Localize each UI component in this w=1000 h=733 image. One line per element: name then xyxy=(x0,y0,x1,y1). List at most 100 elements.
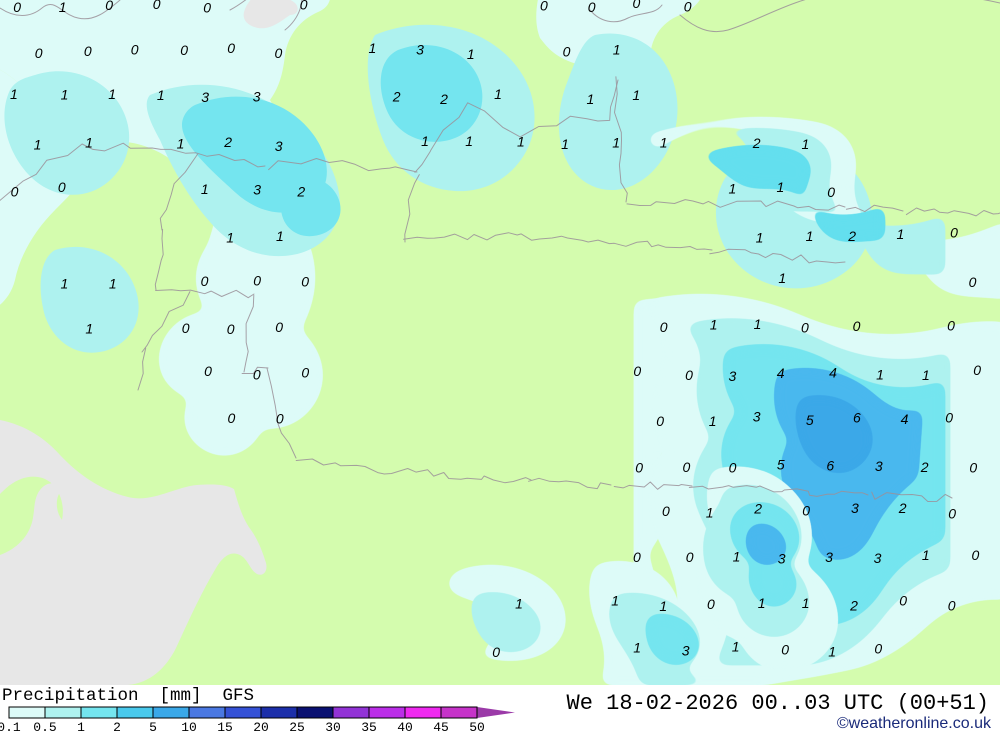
svg-text:3: 3 xyxy=(729,368,737,384)
svg-text:1: 1 xyxy=(828,643,836,659)
svg-text:0: 0 xyxy=(899,593,907,609)
svg-text:1: 1 xyxy=(613,42,621,58)
svg-text:0: 0 xyxy=(633,363,641,379)
svg-text:0: 0 xyxy=(84,43,92,59)
svg-text:0: 0 xyxy=(58,179,66,195)
svg-text:1: 1 xyxy=(806,228,814,244)
svg-text:1: 1 xyxy=(706,504,714,520)
svg-text:1: 1 xyxy=(77,720,85,733)
svg-text:1: 1 xyxy=(659,598,667,614)
svg-text:2: 2 xyxy=(392,89,401,105)
svg-text:1: 1 xyxy=(778,270,786,286)
svg-text:0: 0 xyxy=(660,319,668,335)
svg-text:45: 45 xyxy=(433,720,449,733)
svg-text:3: 3 xyxy=(275,138,283,154)
svg-text:0: 0 xyxy=(11,183,19,199)
svg-text:3: 3 xyxy=(778,550,786,566)
svg-text:1: 1 xyxy=(612,134,620,150)
svg-text:0: 0 xyxy=(253,273,261,289)
svg-text:1: 1 xyxy=(660,135,668,151)
svg-text:1: 1 xyxy=(515,596,523,612)
svg-text:0: 0 xyxy=(972,547,980,563)
svg-text:1: 1 xyxy=(61,275,69,291)
svg-text:0: 0 xyxy=(301,273,309,289)
svg-text:2: 2 xyxy=(898,500,907,516)
svg-text:0: 0 xyxy=(729,460,737,476)
svg-text:0: 0 xyxy=(686,549,694,565)
svg-text:1: 1 xyxy=(633,639,641,655)
svg-text:3: 3 xyxy=(825,549,833,565)
svg-text:We 18-02-2026 00..03 UTC (00+5: We 18-02-2026 00..03 UTC (00+51) xyxy=(567,691,989,716)
svg-text:0: 0 xyxy=(201,273,209,289)
svg-text:0: 0 xyxy=(131,42,139,58)
svg-text:10: 10 xyxy=(181,720,197,733)
svg-text:1: 1 xyxy=(517,134,525,150)
svg-text:1: 1 xyxy=(611,592,619,608)
svg-text:4: 4 xyxy=(777,365,785,381)
svg-text:35: 35 xyxy=(361,720,377,733)
svg-text:0: 0 xyxy=(275,45,283,61)
svg-text:1: 1 xyxy=(897,226,905,242)
svg-text:1: 1 xyxy=(876,366,884,382)
svg-text:0: 0 xyxy=(827,184,835,200)
svg-text:1: 1 xyxy=(758,595,766,611)
svg-text:1: 1 xyxy=(108,86,116,102)
svg-text:15: 15 xyxy=(217,720,233,733)
svg-text:Precipitation [mm] GFS: Precipitation [mm] GFS xyxy=(2,686,254,706)
svg-text:1: 1 xyxy=(754,316,762,332)
svg-text:0: 0 xyxy=(492,644,500,660)
svg-text:3: 3 xyxy=(851,500,859,516)
svg-text:4: 4 xyxy=(829,364,837,380)
svg-text:25: 25 xyxy=(289,720,305,733)
svg-text:1: 1 xyxy=(777,179,785,195)
svg-text:3: 3 xyxy=(753,409,761,425)
svg-text:2: 2 xyxy=(439,91,448,107)
svg-text:40: 40 xyxy=(397,720,413,733)
svg-text:1: 1 xyxy=(467,46,475,62)
svg-text:0: 0 xyxy=(948,598,956,614)
svg-text:1: 1 xyxy=(922,547,930,563)
svg-text:3: 3 xyxy=(416,41,424,57)
svg-text:0: 0 xyxy=(204,363,212,379)
svg-text:1: 1 xyxy=(922,367,930,383)
svg-text:0: 0 xyxy=(973,362,981,378)
svg-text:1: 1 xyxy=(494,86,502,102)
svg-text:0: 0 xyxy=(253,367,261,383)
svg-text:2: 2 xyxy=(752,135,761,151)
svg-text:0: 0 xyxy=(853,318,861,334)
svg-text:0: 0 xyxy=(945,410,953,426)
svg-text:0: 0 xyxy=(802,503,810,519)
svg-text:6: 6 xyxy=(853,410,861,426)
svg-text:0: 0 xyxy=(801,320,809,336)
svg-text:1: 1 xyxy=(802,595,810,611)
svg-text:1: 1 xyxy=(369,40,377,56)
svg-text:0: 0 xyxy=(781,642,789,658)
svg-text:1: 1 xyxy=(177,136,185,152)
svg-text:1: 1 xyxy=(729,181,737,197)
svg-text:0: 0 xyxy=(684,0,692,15)
svg-text:0: 0 xyxy=(683,459,691,475)
svg-text:1: 1 xyxy=(10,86,18,102)
svg-text:20: 20 xyxy=(253,720,269,733)
svg-text:1: 1 xyxy=(226,229,234,245)
svg-text:1: 1 xyxy=(109,276,117,292)
svg-text:1: 1 xyxy=(157,87,165,103)
svg-text:3: 3 xyxy=(874,550,882,566)
svg-text:1: 1 xyxy=(710,317,718,333)
svg-text:0: 0 xyxy=(300,0,308,12)
svg-text:3: 3 xyxy=(682,642,690,658)
svg-text:3: 3 xyxy=(875,458,883,474)
svg-text:0: 0 xyxy=(656,413,664,429)
svg-text:0: 0 xyxy=(947,317,955,333)
svg-text:2: 2 xyxy=(296,184,305,200)
svg-text:0: 0 xyxy=(13,0,21,15)
svg-text:2: 2 xyxy=(753,501,762,517)
svg-text:50: 50 xyxy=(469,720,485,733)
svg-text:5: 5 xyxy=(806,412,814,428)
svg-text:4: 4 xyxy=(901,411,909,427)
svg-text:0: 0 xyxy=(275,319,283,335)
svg-text:1: 1 xyxy=(85,320,93,336)
svg-text:0: 0 xyxy=(633,549,641,565)
svg-text:2: 2 xyxy=(849,597,858,613)
svg-text:1: 1 xyxy=(34,137,42,153)
